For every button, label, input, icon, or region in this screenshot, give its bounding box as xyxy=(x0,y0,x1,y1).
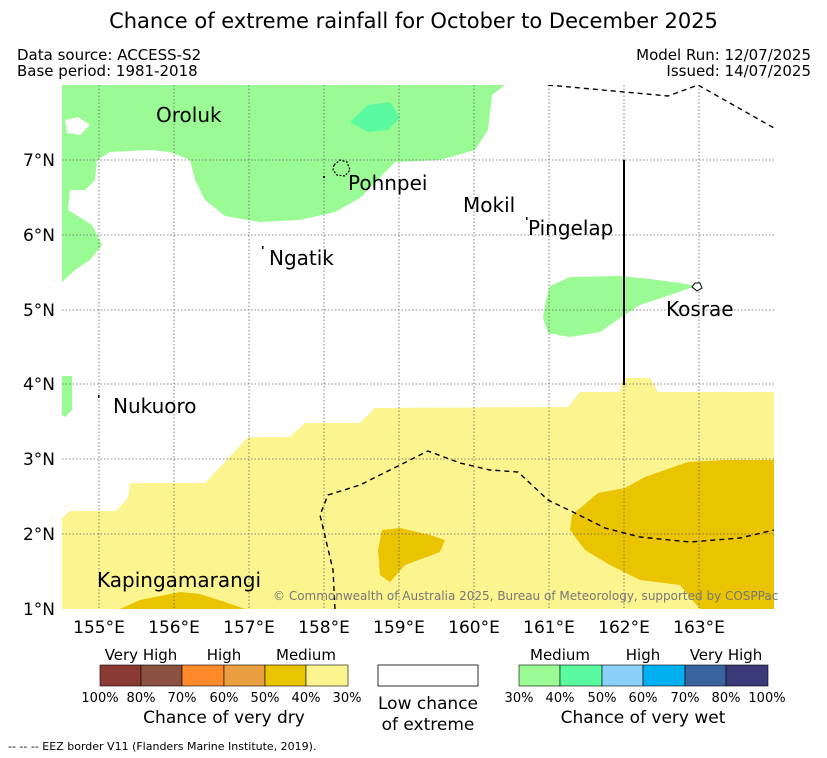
dry-darker-region-south xyxy=(120,592,245,609)
wet-medium-region-kosrae xyxy=(543,276,696,337)
legend-dry-swatch-5 xyxy=(264,664,307,687)
legend-dry-very-high: Very High xyxy=(105,646,178,664)
legend-wet-swatch-5 xyxy=(684,664,727,687)
legend-dry-swatch-3 xyxy=(181,664,225,687)
place-label-mokil: Mokil xyxy=(463,193,515,217)
legend-low-swatch xyxy=(377,664,479,687)
legend-wet-swatch-4 xyxy=(642,664,686,687)
ngatik-atoll xyxy=(262,246,264,249)
wet-medium-dark-region xyxy=(350,102,400,132)
legend-dry-swatch-1 xyxy=(99,664,142,687)
place-label-pohnpei: Pohnpei xyxy=(348,171,428,195)
legend-dry: Very High High Medium 100% 80% 70% 60% 5… xyxy=(81,646,361,728)
base-period: Base period: 1981-2018 xyxy=(17,62,198,80)
lat-label-3n: 3°N xyxy=(23,450,55,470)
legend-wet-pct: 40% xyxy=(546,691,575,706)
lon-label-159e: 159°E xyxy=(373,618,425,638)
copyright-text: © Commonwealth of Australia 2025, Bureau… xyxy=(273,589,778,603)
lon-label-156e: 156°E xyxy=(148,618,200,638)
data-source: Data source: ACCESS-S2 xyxy=(17,46,202,64)
legend-wet-pct: 30% xyxy=(505,691,534,706)
wet-medium-region-west xyxy=(62,376,72,417)
legend-dry-pct: 50% xyxy=(251,691,280,706)
map-area xyxy=(62,85,774,609)
legend-low-caption-1: Low chance xyxy=(378,694,478,714)
lon-label-155e: 155°E xyxy=(73,618,125,638)
lat-label-4n: 4°N xyxy=(23,375,55,395)
lat-label-6n: 6°N xyxy=(23,226,55,246)
legend-wet-swatch-6 xyxy=(725,664,769,687)
legend-dry-pct: 60% xyxy=(210,691,239,706)
lat-label-5n: 5°N xyxy=(23,301,55,321)
legend-dry-pct: 30% xyxy=(333,691,362,706)
map-title: Chance of extreme rainfall for October t… xyxy=(109,9,718,33)
legend-dry-medium: Medium xyxy=(276,646,336,664)
legend-dry-pct: 100% xyxy=(81,691,118,706)
legend-dry-caption: Chance of very dry xyxy=(143,708,305,728)
dry-darker-region-center xyxy=(378,528,445,582)
lon-label-158e: 158°E xyxy=(298,618,350,638)
legend-dry-pct: 40% xyxy=(292,691,321,706)
legend-wet-swatch-2 xyxy=(559,664,603,687)
lon-label-163e: 163°E xyxy=(673,618,725,638)
wet-medium-region-north xyxy=(62,85,505,282)
legend-wet-pct: 60% xyxy=(629,691,658,706)
legend-wet-swatch-1 xyxy=(518,664,561,687)
lat-label-2n: 2°N xyxy=(23,525,55,545)
kosrae-island xyxy=(691,282,703,292)
legend-low-caption-2: of extreme xyxy=(382,715,475,735)
legend-dry-swatch-4 xyxy=(223,664,266,687)
legend-wet-very-high: Very High xyxy=(690,646,763,664)
model-run: Model Run: 12/07/2025 xyxy=(636,46,811,64)
eez-border xyxy=(319,85,774,609)
legend-wet-medium: Medium xyxy=(530,646,590,664)
lon-label-162e: 162°E xyxy=(598,618,650,638)
legend-dry-swatch-2 xyxy=(140,664,183,687)
legend-dry-high: High xyxy=(207,646,241,664)
lon-label-160e: 160°E xyxy=(448,618,500,638)
eez-footnote: -- -- -- EEZ border V11 (Flanders Marine… xyxy=(8,740,317,753)
legend-wet-pct: 100% xyxy=(748,691,785,706)
nukuoro-atoll xyxy=(98,395,100,398)
place-label-pingelap: Pingelap xyxy=(528,216,613,240)
legend-wet-pct: 70% xyxy=(671,691,700,706)
pohnpei-islet xyxy=(323,176,325,178)
place-label-nukuoro: Nukuoro xyxy=(113,394,197,418)
place-label-kapingamarangi: Kapingamarangi xyxy=(97,568,261,592)
place-label-kosrae: Kosrae xyxy=(666,297,734,321)
lon-label-157e: 157°E xyxy=(223,618,275,638)
legend-wet-caption: Chance of very wet xyxy=(561,708,726,728)
place-label-oroluk: Oroluk xyxy=(156,103,222,127)
lat-label-7n: 7°N xyxy=(23,151,55,171)
lon-label-161e: 161°E xyxy=(523,618,575,638)
legend-dry-pct: 80% xyxy=(127,691,156,706)
mokil-atoll xyxy=(526,217,528,220)
lat-label-1n: 1°N xyxy=(23,600,55,620)
legend-low: Low chance of extreme xyxy=(377,664,479,735)
legend-wet-pct: 80% xyxy=(712,691,741,706)
legend-wet: Medium High Very High 30% 40% 50% 60% 70… xyxy=(505,646,786,728)
legend-wet-pct: 50% xyxy=(588,691,617,706)
legend-dry-swatch-6 xyxy=(305,664,349,687)
legend-wet-high: High xyxy=(626,646,660,664)
dry-darker-region-east xyxy=(570,460,774,609)
place-label-ngatik: Ngatik xyxy=(269,246,334,270)
issued-date: Issued: 14/07/2025 xyxy=(666,62,811,80)
legend-wet-swatch-3 xyxy=(601,664,644,687)
wet-island-gap xyxy=(65,117,90,135)
legend-dry-pct: 70% xyxy=(168,691,197,706)
